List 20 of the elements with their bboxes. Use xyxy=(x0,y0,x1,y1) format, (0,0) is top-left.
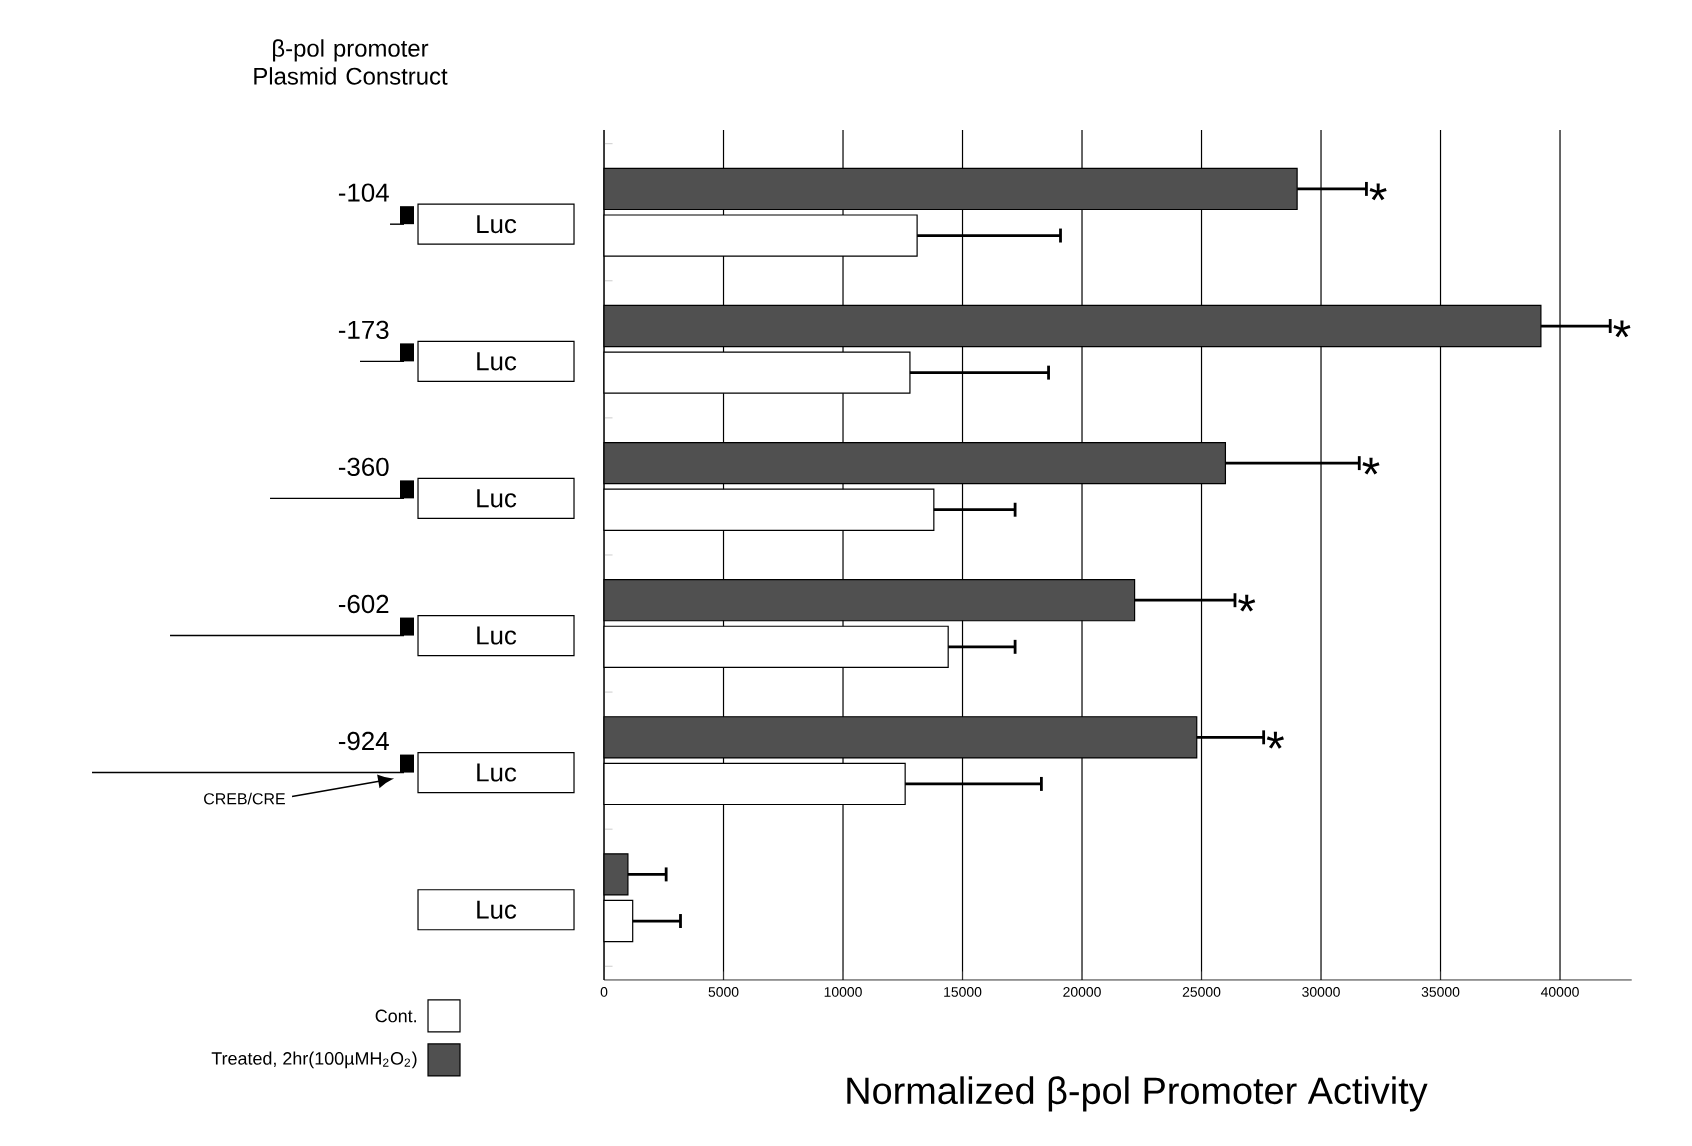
annotation: * xyxy=(1369,183,1387,201)
text: Luc xyxy=(477,352,517,371)
annotation: * xyxy=(1266,731,1284,749)
y-tick-label: -173 xyxy=(338,320,389,339)
y-tick-label: -360 xyxy=(338,457,389,476)
text: Luc xyxy=(477,626,517,645)
text: Luc xyxy=(477,900,517,919)
annotation: * xyxy=(1238,594,1256,612)
annotation: * xyxy=(1362,457,1380,475)
y-tick-label: -924 xyxy=(338,731,389,751)
text: Luc xyxy=(477,489,517,508)
text: β-pol promoter Plasmid Construct xyxy=(254,39,448,85)
y-tick-label: -602 xyxy=(338,594,389,614)
legend-label: Treated, 2hr(100µMH$_{2}$O$_{2}$) xyxy=(211,1051,417,1069)
annotation: * xyxy=(1613,320,1631,338)
text: Luc xyxy=(477,215,517,234)
x-axis-title: Normalized β-pol Promoter Activity xyxy=(847,1076,1428,1112)
y-tick-label: -104 xyxy=(338,183,389,202)
text: Luc xyxy=(477,763,517,782)
legend-label: Cont. xyxy=(375,1009,416,1023)
